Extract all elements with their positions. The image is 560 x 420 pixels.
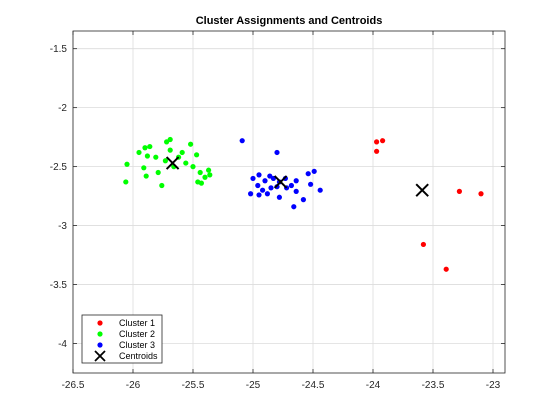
- centroid-marker: [415, 183, 429, 197]
- data-point: [374, 139, 380, 145]
- data-point: [124, 161, 130, 167]
- data-point: [141, 165, 147, 171]
- data-point: [167, 147, 173, 153]
- data-point: [288, 182, 294, 189]
- x-tick-label: -23.5: [422, 380, 445, 391]
- y-tick-label: -3: [58, 221, 67, 232]
- data-point: [374, 148, 380, 154]
- data-point: [256, 172, 262, 178]
- x-tick-label: -25: [246, 380, 261, 391]
- data-point: [202, 174, 208, 180]
- centroid-marker: [273, 175, 288, 189]
- data-point: [239, 138, 245, 144]
- data-point: [162, 158, 168, 164]
- data-point: [167, 136, 173, 143]
- data-point: [153, 154, 159, 160]
- data-point: [123, 179, 129, 185]
- data-point: [147, 143, 153, 150]
- legend-marker: [94, 350, 106, 362]
- data-point: [274, 149, 280, 156]
- legend-marker: [97, 331, 103, 337]
- data-point: [197, 169, 203, 176]
- data-point: [420, 241, 426, 248]
- data-point: [308, 181, 314, 187]
- data-point: [276, 194, 282, 200]
- y-tick-label: -1.5: [50, 44, 68, 55]
- series-centroids: [165, 156, 429, 197]
- data-point: [456, 188, 462, 194]
- data-point: [190, 164, 196, 170]
- centroid-marker: [165, 156, 180, 170]
- data-point: [248, 191, 254, 197]
- data-point: [317, 187, 323, 193]
- chart-title: Cluster Assignments and Centroids: [196, 15, 383, 27]
- data-point: [250, 175, 256, 182]
- axes-box: [72, 30, 506, 374]
- x-axis-ticks: -26.5 -26 -25.5 -25 -24.5 -24 -23.5 -23: [62, 31, 501, 391]
- data-point: [256, 192, 262, 198]
- x-tick-label: -25.5: [182, 380, 205, 391]
- data-point: [179, 149, 185, 156]
- data-point: [144, 153, 150, 159]
- data-point: [183, 160, 189, 166]
- data-point: [159, 182, 165, 189]
- data-point: [443, 266, 449, 272]
- data-point: [291, 204, 297, 210]
- x-tick-label: -26: [126, 380, 141, 391]
- y-tick-label: -2: [58, 103, 67, 114]
- data-point: [262, 178, 268, 184]
- data-point: [293, 188, 299, 194]
- legend-marker: [97, 342, 103, 348]
- x-tick-label: -24.5: [302, 380, 325, 391]
- data-point: [293, 178, 299, 184]
- x-tick-label: -26.5: [62, 380, 85, 391]
- data-point: [260, 187, 266, 193]
- legend-label: Centroids: [119, 351, 158, 361]
- series-cluster-1: [374, 138, 484, 272]
- x-tick-label: -23: [486, 380, 501, 391]
- data-point: [268, 185, 274, 191]
- legend-label: Cluster 2: [119, 329, 155, 339]
- y-tick-label: -3.5: [50, 280, 68, 291]
- series-cluster-2: [123, 136, 213, 189]
- data-point: [264, 191, 270, 197]
- y-tick-label: -4: [58, 339, 67, 350]
- x-tick-label: -24: [366, 380, 381, 391]
- grid-lines: [72, 31, 505, 373]
- data-point: [194, 152, 200, 158]
- y-axis-ticks: -1.5 -2 -2.5 -3 -3.5 -4: [50, 44, 505, 350]
- data-point: [311, 168, 317, 174]
- data-point: [198, 180, 204, 186]
- legend-marker: [97, 320, 103, 326]
- data-point: [136, 149, 142, 156]
- data-point: [206, 167, 212, 173]
- data-points: [123, 136, 484, 272]
- data-point: [478, 191, 484, 197]
- data-point: [207, 172, 213, 178]
- data-point: [188, 141, 194, 147]
- data-point: [380, 138, 386, 144]
- data-point: [155, 169, 161, 176]
- data-point: [143, 173, 149, 179]
- axes: [72, 30, 506, 374]
- data-point: [255, 182, 261, 189]
- legend-label: Cluster 3: [119, 340, 155, 350]
- data-point: [305, 171, 311, 177]
- data-point: [142, 145, 148, 151]
- legend-box: [81, 314, 163, 364]
- y-tick-label: -2.5: [50, 162, 68, 173]
- data-point: [300, 197, 306, 203]
- legend-label: Cluster 1: [119, 318, 155, 328]
